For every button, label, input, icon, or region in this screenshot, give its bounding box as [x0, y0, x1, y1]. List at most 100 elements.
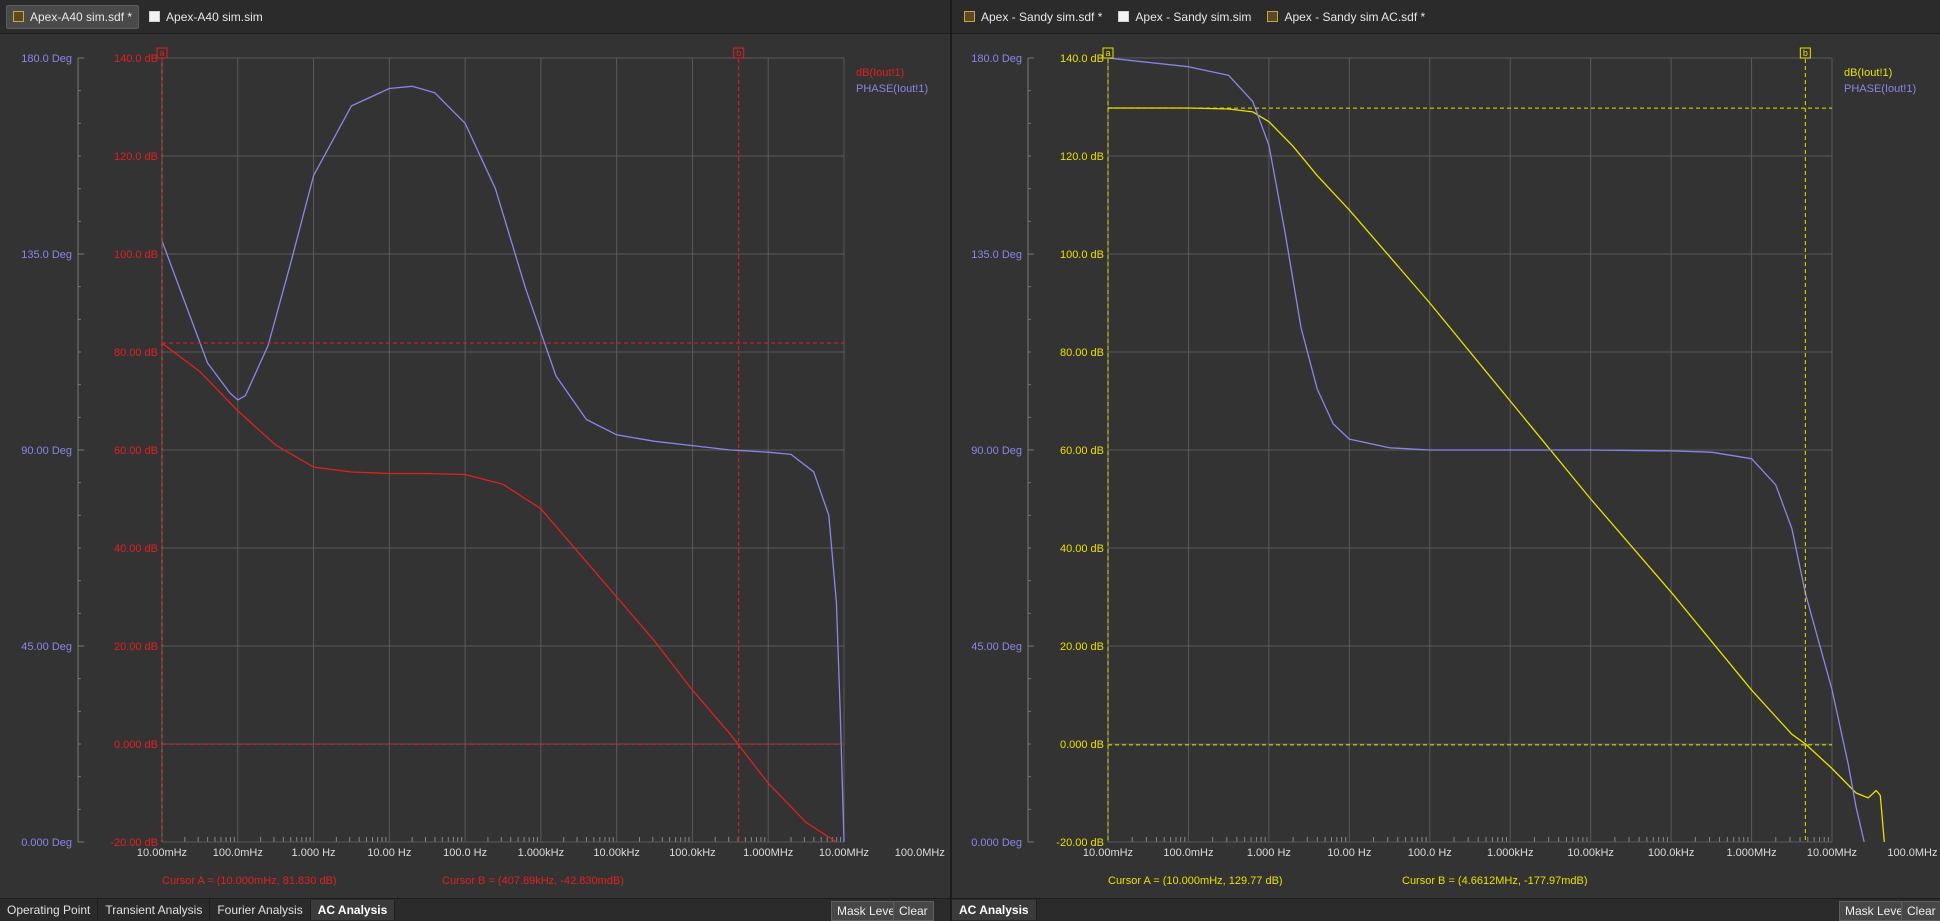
phase-tick-label: 180.0 Deg: [21, 53, 72, 65]
db-tick-label: 120.0 dB: [1060, 151, 1104, 163]
cursor-a-readout: Cursor A = (10.000mHz, 129.77 dB): [1108, 875, 1283, 886]
cursor-b-marker-label: b: [1803, 48, 1808, 58]
left-waveform-pane: Apex-A40 sim.sdf * Apex-A40 sim.sim 180.0…: [0, 0, 950, 921]
db-trace[interactable]: [1108, 107, 1885, 843]
x-tick-label: 1.000MHz: [1726, 847, 1776, 859]
x-tick-label: 100.0 Hz: [1408, 847, 1452, 859]
left-document-tabbar: Apex-A40 sim.sdf * Apex-A40 sim.sim: [0, 0, 950, 34]
db-tick-label: 80.00 dB: [1060, 347, 1104, 359]
doc-tab-2[interactable]: Apex - Sandy sim AC.sdf *: [1261, 6, 1431, 28]
phase-tick-label: 135.0 Deg: [21, 249, 72, 261]
db-tick-label: -20.00 dB: [1056, 837, 1104, 849]
phase-tick-label: 0.000 Deg: [971, 837, 1022, 849]
legend-entry[interactable]: dB(Iout!1): [856, 67, 904, 79]
x-tick-label: 10.00MHz: [819, 847, 869, 859]
sim-doc-icon: [149, 11, 161, 22]
phase-tick-label: 180.0 Deg: [971, 53, 1022, 65]
x-tick-label: 100.0kHz: [1648, 847, 1694, 859]
phase-tick-label: 135.0 Deg: [971, 249, 1022, 261]
x-tick-label: 100.0MHz: [1887, 847, 1937, 859]
x-tick-label: 100.0 Hz: [443, 847, 487, 859]
db-tick-label: 100.0 dB: [1060, 249, 1104, 261]
legend-entry[interactable]: dB(Iout!1): [1844, 67, 1892, 79]
x-tick-label: 1.000MHz: [743, 847, 793, 859]
db-tick-label: -20.00 dB: [110, 837, 158, 849]
x-tick-label: 10.00kHz: [593, 847, 639, 859]
phase-tick-label: 90.00 Deg: [21, 445, 72, 457]
cursor-a-marker[interactable]: [156, 47, 168, 59]
phase-trace[interactable]: [161, 85, 845, 843]
right-ac-plot[interactable]: 180.0 Deg 135.0 Deg 90.00 Deg 45.00 Deg 0.00…: [952, 34, 1940, 886]
right-document-tabbar: Apex - Sandy sim.sdf * Apex - Sandy sim.s…: [952, 0, 1940, 34]
x-tick-label: 1.000 Hz: [292, 847, 336, 859]
db-tick-label: 140.0 dB: [1060, 53, 1104, 65]
clear-button[interactable]: Clear: [893, 901, 934, 921]
db-tick-label: 140.0 dB: [114, 53, 158, 65]
cursor-b-marker[interactable]: [733, 47, 745, 59]
x-tick-label: 10.00MHz: [1807, 847, 1857, 859]
analysis-tab-fourier-analysis[interactable]: Fourier Analysis: [210, 900, 311, 920]
x-tick-label: 1.000kHz: [1487, 847, 1533, 859]
cursor-b-readout: Cursor B = (407.89kHz, -42.830mdB): [442, 875, 624, 886]
schematic-doc-icon: [1267, 11, 1279, 22]
analysis-tab-transient-analysis[interactable]: Transient Analysis: [98, 900, 211, 920]
x-tick-label: 10.00 Hz: [367, 847, 411, 859]
legend-entry[interactable]: PHASE(Iout!1): [856, 83, 928, 95]
db-tick-label: 120.0 dB: [114, 151, 158, 163]
right-analysis-tabbar: AC Analysis Mask Level Clear: [952, 898, 1940, 921]
phase-tick-label: 90.00 Deg: [971, 445, 1022, 457]
phase-tick-label: 45.00 Deg: [971, 641, 1022, 653]
phase-tick-label: 45.00 Deg: [21, 641, 72, 653]
doc-tab-label: Apex - Sandy sim.sim: [1135, 9, 1252, 24]
cursor-b-marker[interactable]: [1799, 47, 1811, 59]
doc-tab-1[interactable]: Apex-A40 sim.sim: [143, 6, 269, 28]
x-tick-label: 100.0mHz: [1163, 847, 1213, 859]
phase-tick-label: 0.000 Deg: [21, 837, 72, 849]
x-tick-label: 100.0kHz: [669, 847, 715, 859]
analysis-tab-operating-point[interactable]: Operating Point: [0, 900, 99, 920]
cursor-b-readout: Cursor B = (4.6612MHz, -177.97mdB): [1402, 875, 1588, 886]
cursor-a-readout: Cursor A = (10.000mHz, 81.830 dB): [162, 875, 337, 886]
x-tick-label: 10.00mHz: [137, 847, 187, 859]
doc-tab-0[interactable]: Apex-A40 sim.sdf *: [6, 4, 140, 29]
doc-tab-label: Apex - Sandy sim.sdf *: [981, 9, 1103, 24]
x-tick-label: 10.00kHz: [1567, 847, 1613, 859]
cursor-a-marker-label: a: [159, 48, 164, 58]
x-tick-label: 1.000kHz: [518, 847, 564, 859]
cursor-a-marker-label: a: [1105, 48, 1110, 58]
db-tick-label: 60.00 dB: [1060, 445, 1104, 457]
doc-tab-label: Apex-A40 sim.sim: [166, 9, 263, 24]
doc-tab-0[interactable]: Apex - Sandy sim.sdf *: [958, 6, 1108, 28]
x-tick-label: 10.00mHz: [1083, 847, 1133, 859]
left-ac-plot[interactable]: 180.0 Deg 135.0 Deg 90.00 Deg 45.00 Deg 0.00…: [0, 34, 950, 886]
legend-entry[interactable]: PHASE(Iout!1): [1844, 83, 1916, 95]
sim-doc-icon: [1118, 11, 1130, 22]
x-tick-label: 1.000 Hz: [1247, 847, 1291, 859]
db-tick-label: 60.00 dB: [114, 445, 158, 457]
x-tick-label: 10.00 Hz: [1327, 847, 1371, 859]
x-tick-label: 100.0mHz: [213, 847, 263, 859]
cursor-b-marker-label: b: [736, 48, 741, 58]
db-tick-label: 20.00 dB: [1060, 641, 1104, 653]
doc-tab-label: Apex - Sandy sim AC.sdf *: [1284, 9, 1426, 24]
db-trace[interactable]: [161, 342, 837, 843]
db-tick-label: 0.000 dB: [1060, 739, 1104, 751]
schematic-doc-icon: [964, 11, 975, 22]
clear-button[interactable]: Clear: [1901, 901, 1940, 921]
db-tick-label: 80.00 dB: [114, 347, 158, 359]
db-tick-label: 40.00 dB: [1060, 543, 1104, 555]
schematic-doc-icon: [13, 11, 24, 22]
x-tick-label: 100.0MHz: [895, 847, 945, 859]
db-tick-label: 20.00 dB: [114, 641, 158, 653]
left-analysis-tabbar: Operating Point Transient Analysis Fourier…: [0, 898, 950, 921]
db-tick-label: 40.00 dB: [114, 543, 158, 555]
doc-tab-label: Apex-A40 sim.sdf *: [30, 9, 133, 24]
pane-splitter[interactable]: [950, 0, 952, 921]
doc-tab-1[interactable]: Apex - Sandy sim.sim: [1112, 6, 1257, 28]
db-tick-label: 100.0 dB: [114, 249, 158, 261]
analysis-tab-ac-analysis[interactable]: AC Analysis: [952, 900, 1037, 920]
analysis-tab-ac-analysis[interactable]: AC Analysis: [310, 900, 396, 920]
db-tick-label: 0.000 dB: [114, 739, 158, 751]
cursor-a-marker[interactable]: [1102, 47, 1114, 59]
right-waveform-pane: Apex - Sandy sim.sdf * Apex - Sandy sim.s…: [952, 0, 1940, 921]
